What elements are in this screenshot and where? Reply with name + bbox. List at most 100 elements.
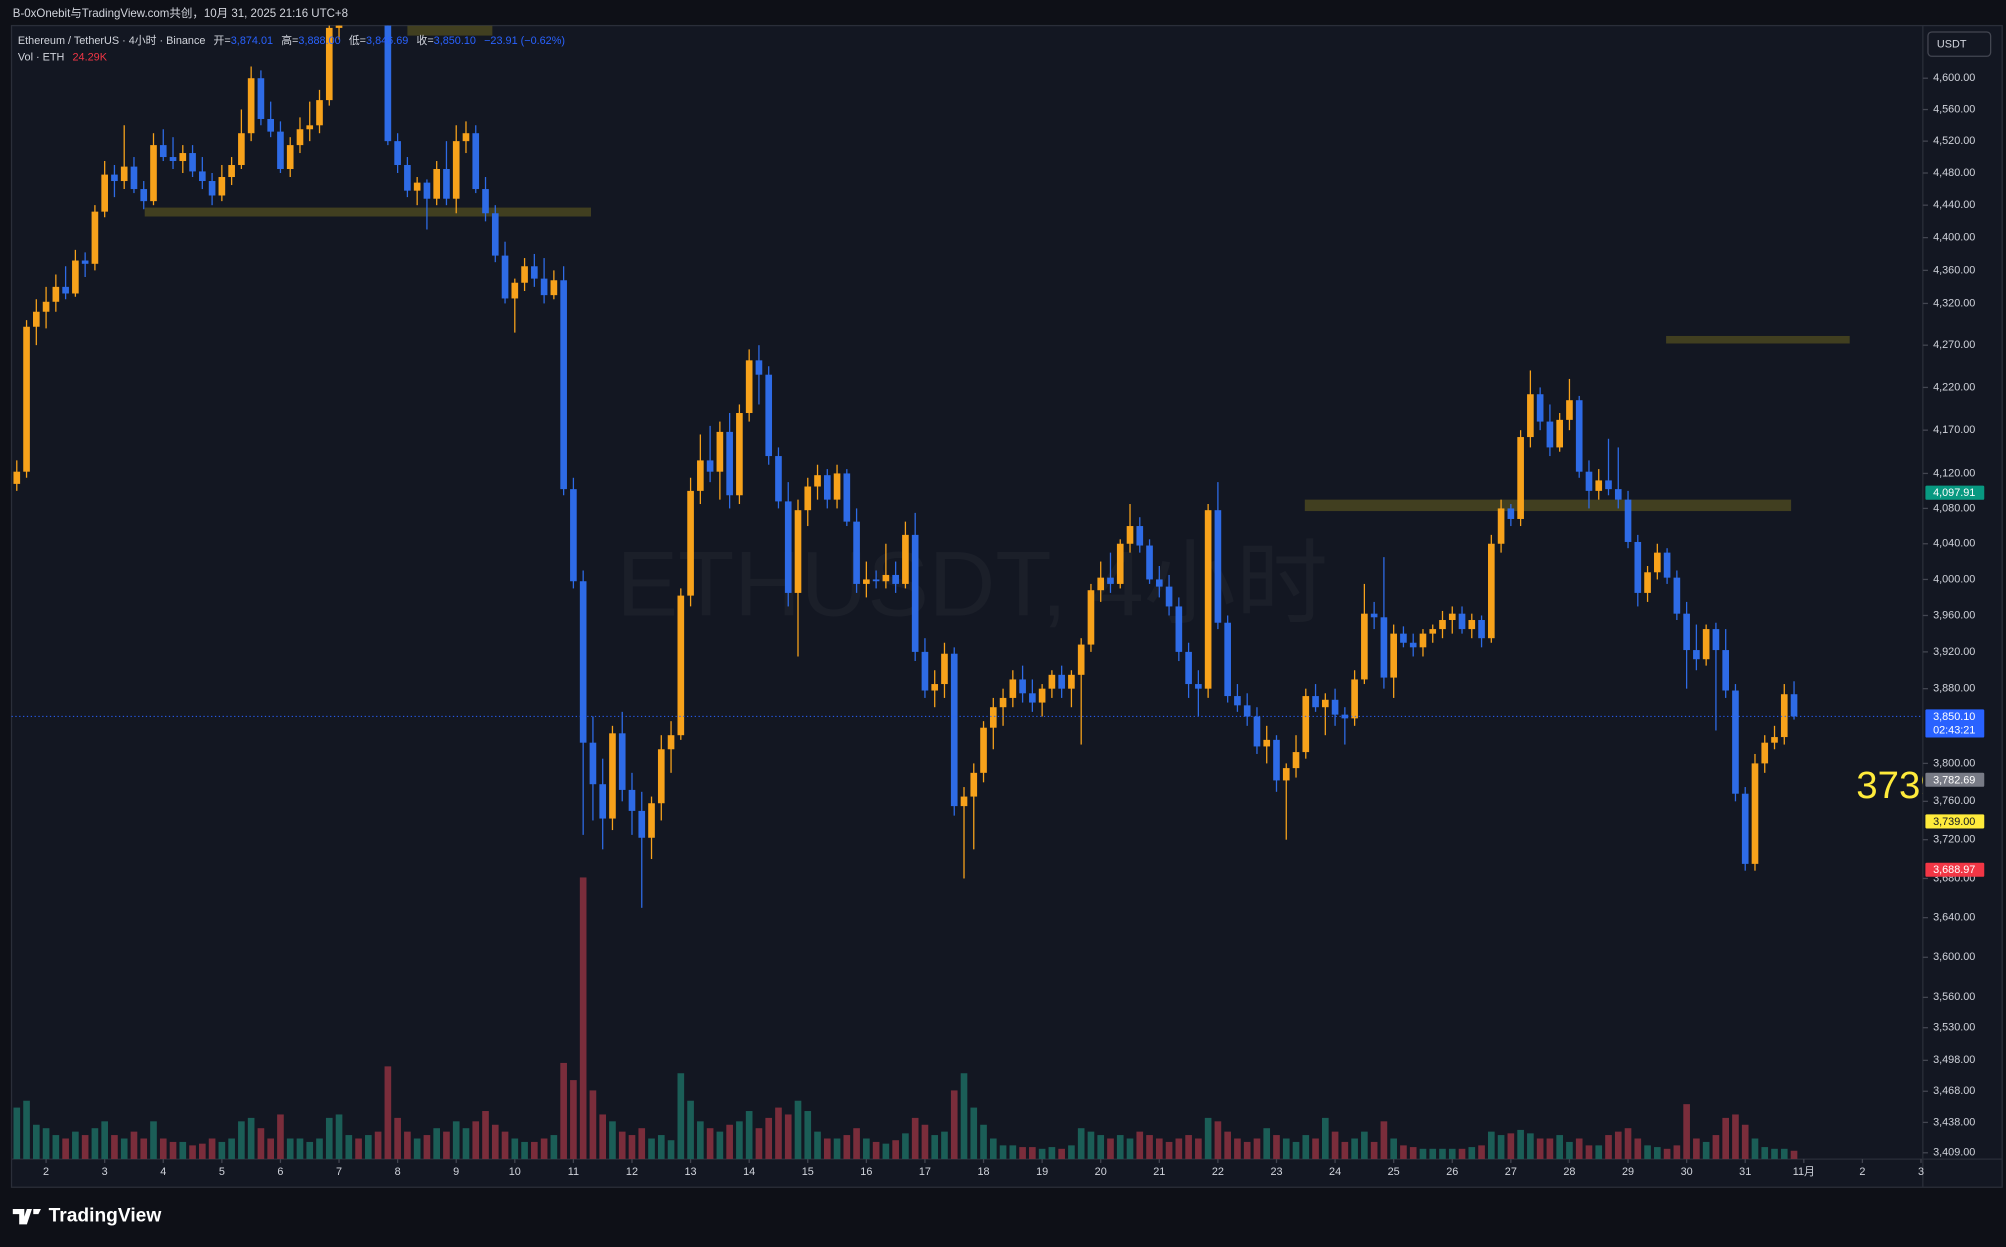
candle-body	[189, 153, 196, 172]
candle-body	[560, 280, 567, 490]
candle-body	[199, 171, 206, 182]
volume-bar	[843, 1135, 851, 1160]
currency-box[interactable]	[1927, 31, 1992, 57]
volume-bar	[579, 877, 587, 1160]
candle-body	[950, 653, 958, 807]
candle-body	[941, 653, 948, 685]
x-tick-label: 3	[102, 1166, 108, 1178]
volume-bar	[716, 1131, 724, 1160]
candle-body	[609, 733, 616, 819]
candle-body	[62, 286, 69, 294]
candle-body	[1312, 696, 1319, 708]
candle-body	[267, 118, 275, 132]
x-tick-label: 11	[568, 1166, 579, 1178]
price-badge-label: 3,850.10	[1933, 711, 1975, 723]
volume-bar	[1341, 1141, 1349, 1160]
candle-body	[52, 286, 60, 302]
volume-bar	[1663, 1148, 1671, 1160]
volume-bar	[765, 1117, 773, 1160]
legend: Ethereum / TetherUS · 4小时 · Binance 开=3,…	[18, 33, 565, 47]
volume-bar	[1097, 1135, 1105, 1160]
volume-bar	[169, 1141, 177, 1160]
y-tick-label: 3,920.00	[1933, 646, 1975, 658]
volume-bar	[1165, 1141, 1173, 1160]
volume-bar	[1224, 1131, 1231, 1160]
x-tick-label: 12	[626, 1166, 638, 1178]
candle-body	[1458, 613, 1466, 630]
candle-body	[247, 78, 255, 134]
candle-body	[1605, 480, 1612, 490]
candle-body	[1341, 714, 1349, 719]
volume-bar	[931, 1135, 939, 1160]
volume-bar	[1634, 1138, 1642, 1160]
y-tick-label: 3,600.00	[1933, 951, 1975, 963]
candle-body	[1712, 629, 1720, 651]
volume-bar	[1497, 1135, 1505, 1160]
candle-body	[804, 486, 812, 511]
volume-bar	[1712, 1135, 1720, 1160]
volume-bar	[872, 1141, 880, 1160]
candle-body	[1741, 793, 1749, 864]
volume-bar	[150, 1121, 157, 1160]
candle-body	[775, 456, 782, 502]
candle-body	[1585, 471, 1593, 491]
volume-bar	[355, 1138, 362, 1160]
candle-body	[579, 581, 587, 743]
candle-body	[1273, 739, 1280, 781]
candle-body	[42, 301, 50, 312]
candle-body	[911, 534, 919, 652]
candle-body	[1575, 400, 1583, 472]
volume-bar	[1693, 1138, 1700, 1160]
candle-body	[491, 213, 499, 256]
candle-body	[159, 145, 167, 158]
volume-bar	[697, 1121, 704, 1160]
candle-body	[677, 595, 685, 736]
x-tick-label: 16	[860, 1166, 872, 1178]
frame	[10, 24, 2003, 1188]
volume-bar	[296, 1138, 304, 1160]
volume-value: 24.29K	[73, 51, 108, 63]
candle-body	[472, 133, 480, 190]
candle-body	[1614, 489, 1622, 500]
ohlc-key: 低=	[349, 34, 366, 47]
y-tick-label: 4,320.00	[1933, 297, 1975, 309]
change: −23.91 (−0.62%)	[484, 35, 565, 47]
candle-body	[32, 311, 40, 327]
volume-bar	[823, 1138, 831, 1160]
candle-body	[1663, 552, 1671, 578]
candle-body	[482, 189, 489, 214]
candle-body	[81, 260, 89, 264]
volume-bar	[306, 1141, 314, 1160]
volume-bar	[589, 1090, 597, 1160]
candle-body	[784, 501, 792, 593]
volume-bar	[804, 1111, 812, 1160]
candle-body	[999, 697, 1007, 708]
candle-body	[1263, 739, 1271, 747]
y-tick-label: 3,640.00	[1933, 912, 1975, 924]
candle-body	[628, 789, 636, 811]
y-tick-label: 4,480.00	[1933, 167, 1975, 179]
volume-bar	[521, 1141, 528, 1160]
zone	[407, 25, 493, 36]
watermark: ETHUSDT, 4小时	[617, 532, 1328, 635]
y-tick-label: 4,520.00	[1933, 135, 1975, 147]
candle-body	[501, 255, 509, 299]
price-badge	[1925, 814, 1985, 829]
volume-bar	[42, 1128, 50, 1160]
volume-bar	[970, 1107, 978, 1160]
currency[interactable]: USDT	[1937, 39, 1967, 51]
volume-bar	[1087, 1131, 1095, 1160]
candle-body	[931, 684, 939, 691]
candle-body	[1517, 437, 1524, 519]
volume-bar	[286, 1138, 294, 1160]
candle-body	[1077, 644, 1085, 675]
volume-bar	[1566, 1141, 1573, 1160]
volume-bar	[775, 1107, 782, 1160]
volume-bar	[1771, 1148, 1778, 1160]
candle-body	[433, 169, 441, 199]
candle-body	[238, 133, 245, 166]
volume-bar	[1234, 1138, 1241, 1160]
candle-body	[384, 25, 392, 142]
x-tick-label: 9	[453, 1166, 459, 1178]
volume-bar	[189, 1145, 196, 1160]
